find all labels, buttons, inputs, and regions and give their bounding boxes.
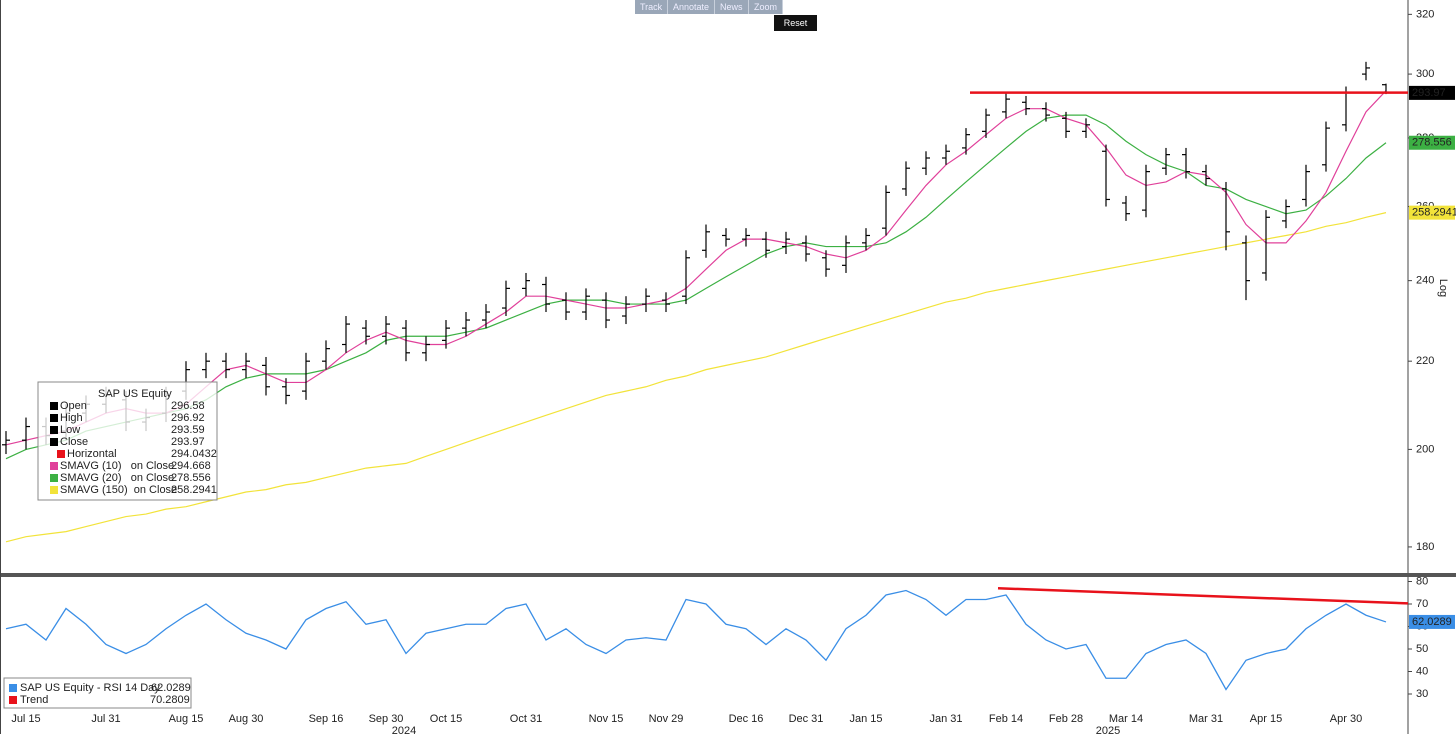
x-tick-label: Apr 15 (1250, 713, 1282, 725)
legend-value: 62.0289 (151, 682, 191, 694)
x-tick-label: Sep 16 (309, 713, 344, 725)
value-box-label: 62.0289 (1412, 616, 1452, 628)
legend-swatch (50, 474, 58, 482)
x-tick-label: Aug 30 (229, 713, 264, 725)
x-tick-label: Mar 31 (1189, 713, 1223, 725)
y-tick-label: 220 (1416, 355, 1434, 367)
toolbar-button[interactable]: Track (635, 0, 669, 14)
toolbar-button[interactable]: Annotate (668, 0, 716, 14)
moving-average-line (5, 212, 1387, 543)
x-tick-label: Feb 14 (989, 713, 1023, 725)
legend-value: 258.2941 (171, 484, 217, 496)
axis-label: Log (1437, 279, 1449, 297)
legend-label: Open (60, 400, 87, 412)
reset-button[interactable]: Reset (774, 15, 817, 31)
legend-label: Close (60, 436, 88, 448)
legend-swatch (9, 696, 17, 704)
legend-label: SMAVG (20) on Close (60, 472, 174, 484)
x-tick-label: Jul 31 (91, 713, 120, 725)
moving-average-line (5, 114, 1387, 460)
legend-swatch (50, 438, 58, 446)
toolbar-button[interactable]: News (715, 0, 749, 14)
y-tick-label: 50 (1416, 643, 1428, 655)
toolbar-button[interactable]: Zoom (749, 0, 784, 14)
value-box-label: 258.2941 (1412, 207, 1456, 219)
legend-box (37, 381, 218, 501)
x-tick-label: Jul 15 (11, 713, 40, 725)
x-tick-label: Mar 14 (1109, 713, 1143, 725)
legend: SAP US Equity Open 296.58 High 296.92 Low 293.… (37, 381, 218, 501)
y-tick-label: 40 (1416, 665, 1428, 677)
legend-value: 70.2809 (150, 694, 190, 706)
x-tick-label: Jan 31 (929, 713, 962, 725)
x-tick-label: Nov 29 (649, 713, 684, 725)
legend-swatch (50, 486, 58, 494)
value-box-label: 293.97 (1412, 87, 1446, 99)
legend-box (3, 677, 192, 709)
value-box (1409, 614, 1455, 629)
x-tick-label: Jan 15 (849, 713, 882, 725)
legend-label: Trend (20, 694, 48, 706)
legend-label: SMAVG (150) on Close (60, 484, 177, 496)
legend-swatch (57, 450, 65, 458)
y-tick-label: 80 (1416, 575, 1428, 587)
legend-swatch (9, 684, 17, 692)
y-tick-label: 30 (1416, 688, 1428, 700)
x-tick-label: Dec 16 (729, 713, 764, 725)
legend-label: SAP US Equity - RSI 14 Day (20, 682, 160, 694)
y-tick-label: 320 (1416, 8, 1434, 20)
panel-separator (0, 573, 1456, 577)
legend-swatch (50, 462, 58, 470)
moving-average-line (5, 90, 1387, 446)
x-tick-label: Nov 15 (589, 713, 624, 725)
legend-value: 293.97 (171, 436, 205, 448)
x-tick-label: Sep 30 (369, 713, 404, 725)
x-tick-label: Feb 28 (1049, 713, 1083, 725)
value-box (1409, 205, 1455, 220)
x-tick-label: Dec 31 (789, 713, 824, 725)
legend-label: Low (60, 424, 80, 436)
rsi-line (5, 589, 1387, 691)
y-tick-label: 200 (1416, 443, 1434, 455)
x-tick-label: Oct 15 (430, 713, 462, 725)
x-tick-label: Aug 15 (169, 713, 204, 725)
legend-swatch (50, 402, 58, 410)
trend-line (997, 587, 1409, 605)
year-label: 2025 (1096, 725, 1120, 734)
x-tick-label: Oct 31 (510, 713, 542, 725)
legend-label: High (60, 412, 83, 424)
y-tick-label: 70 (1416, 598, 1428, 610)
legend-value: 278.556 (171, 472, 211, 484)
legend-value: 296.92 (171, 412, 205, 424)
legend-label: SMAVG (10) on Close (60, 460, 174, 472)
y-tick-label: 300 (1416, 68, 1434, 80)
legend-label: Horizontal (67, 448, 117, 460)
year-label: 2024 (392, 725, 416, 734)
legend-title: SAP US Equity (98, 388, 172, 400)
legend-value: 293.59 (171, 424, 205, 436)
value-box (1409, 85, 1455, 100)
legend-value: 296.58 (171, 400, 205, 412)
y-tick-label: 240 (1416, 275, 1434, 287)
legend-value: 294.668 (171, 460, 211, 472)
y-tick-label: 180 (1416, 541, 1434, 553)
x-tick-label: Apr 30 (1330, 713, 1362, 725)
value-box-label: 278.556 (1412, 137, 1452, 149)
legend-swatch (50, 426, 58, 434)
value-box (1409, 135, 1455, 150)
legend-value: 294.0432 (171, 448, 217, 460)
legend-swatch (50, 414, 58, 422)
